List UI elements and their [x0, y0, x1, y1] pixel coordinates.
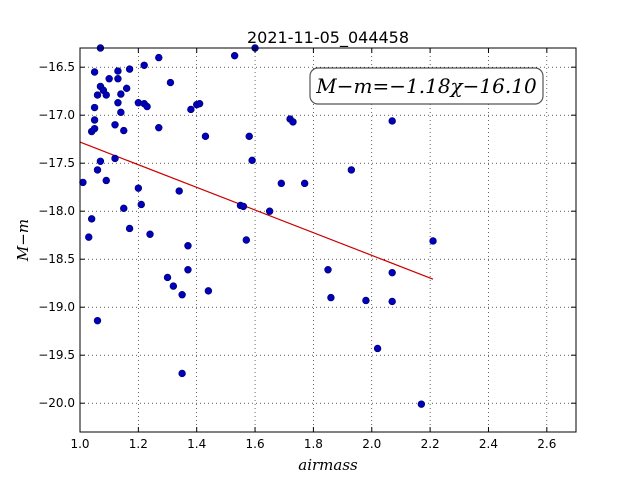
- data-point: [105, 75, 113, 83]
- plot-area-frame: [79, 47, 577, 433]
- data-point: [327, 293, 335, 302]
- data-point: [277, 179, 286, 188]
- data-point: [90, 124, 99, 133]
- y-tick-label: −20.0: [38, 396, 75, 410]
- axis-ticks: 1.0 1.2 1.4 1.6 1.8 2.0 2.2 2.4 2.6 −16.5 −17.0 −17…: [38, 48, 576, 451]
- data-point: [373, 344, 382, 353]
- annotation-box: [309, 67, 544, 105]
- y-tick-label: −19.5: [38, 348, 75, 362]
- y-tick-label: −18.0: [38, 204, 75, 218]
- data-point: [230, 51, 239, 60]
- data-point: [429, 237, 437, 245]
- data-point: [125, 224, 134, 233]
- data-point: [239, 202, 248, 211]
- x-tick-label: 1.8: [304, 437, 323, 451]
- x-tick-label: 2.0: [362, 437, 381, 451]
- data-point: [169, 282, 178, 290]
- data-point: [155, 123, 163, 132]
- data-point: [93, 316, 102, 325]
- data-point: [388, 297, 396, 306]
- data-point: [111, 154, 119, 163]
- data-point: [195, 99, 204, 108]
- data-point: [140, 61, 148, 69]
- data-point: [155, 53, 163, 62]
- data-point: [388, 117, 396, 125]
- y-axis-label: M−m: [14, 219, 32, 262]
- data-point: [184, 242, 192, 250]
- data-point: [143, 102, 151, 111]
- data-point: [417, 400, 426, 408]
- data-point: [90, 68, 99, 76]
- data-point: [362, 296, 370, 305]
- data-point: [85, 233, 93, 241]
- data-point: [242, 236, 251, 244]
- data-point: [137, 200, 145, 209]
- data-point: [324, 266, 332, 274]
- data-point: [117, 90, 125, 98]
- y-tick-label: −18.5: [38, 252, 75, 266]
- x-tick-label: 2.6: [537, 437, 556, 451]
- grid-lines: [79, 48, 576, 432]
- x-tick-label: 1.4: [187, 437, 206, 451]
- data-point: [120, 126, 128, 135]
- chart-title: 2021-11-05_044458: [247, 28, 409, 48]
- data-point: [120, 204, 128, 213]
- data-point: [90, 116, 99, 124]
- y-tick-label: −17.5: [38, 156, 75, 170]
- data-point: [111, 121, 119, 129]
- fit-equation-annotation: M−m=−1.18χ−16.10: [309, 67, 544, 105]
- data-point: [178, 291, 186, 299]
- data-point: [265, 207, 274, 215]
- data-point: [87, 215, 96, 223]
- data-point: [93, 166, 102, 174]
- y-tick-label: −17.0: [38, 108, 75, 122]
- x-tick-label: 2.4: [479, 437, 498, 451]
- x-tick-label: 1.0: [70, 437, 89, 451]
- data-point: [388, 268, 396, 277]
- fit-line-layer: [79, 141, 434, 280]
- x-axis-label: airmass: [298, 456, 358, 474]
- data-points: [79, 44, 437, 408]
- data-point: [93, 91, 102, 99]
- data-point: [102, 91, 110, 99]
- data-point: [175, 187, 183, 195]
- data-point: [102, 176, 110, 185]
- x-tick-label: 1.2: [129, 437, 148, 451]
- data-point: [134, 184, 143, 192]
- x-tick-label: 2.2: [421, 437, 440, 451]
- data-point: [125, 65, 134, 73]
- data-point: [300, 179, 309, 188]
- data-point: [204, 287, 213, 295]
- data-point: [163, 273, 172, 282]
- data-point: [289, 118, 297, 126]
- y-tick-label: −19.0: [38, 300, 75, 314]
- data-point: [146, 230, 154, 238]
- data-point: [90, 103, 99, 112]
- data-point: [114, 99, 122, 107]
- data-point: [96, 157, 105, 165]
- data-point: [166, 78, 175, 87]
- y-tick-label: −16.5: [38, 60, 75, 74]
- data-point: [122, 84, 131, 93]
- data-point: [187, 105, 195, 114]
- data-point: [201, 132, 210, 141]
- data-point: [248, 156, 256, 165]
- data-point: [245, 132, 253, 141]
- data-point: [114, 67, 122, 75]
- data-point: [79, 178, 87, 187]
- data-point: [178, 369, 186, 378]
- fit-equation: M−m=−1.18χ−16.10: [315, 74, 537, 98]
- data-point: [114, 75, 122, 83]
- data-point: [184, 266, 192, 274]
- data-point: [347, 166, 356, 174]
- data-point: [117, 108, 125, 117]
- x-tick-label: 1.6: [246, 437, 265, 451]
- fit-line: [79, 141, 434, 280]
